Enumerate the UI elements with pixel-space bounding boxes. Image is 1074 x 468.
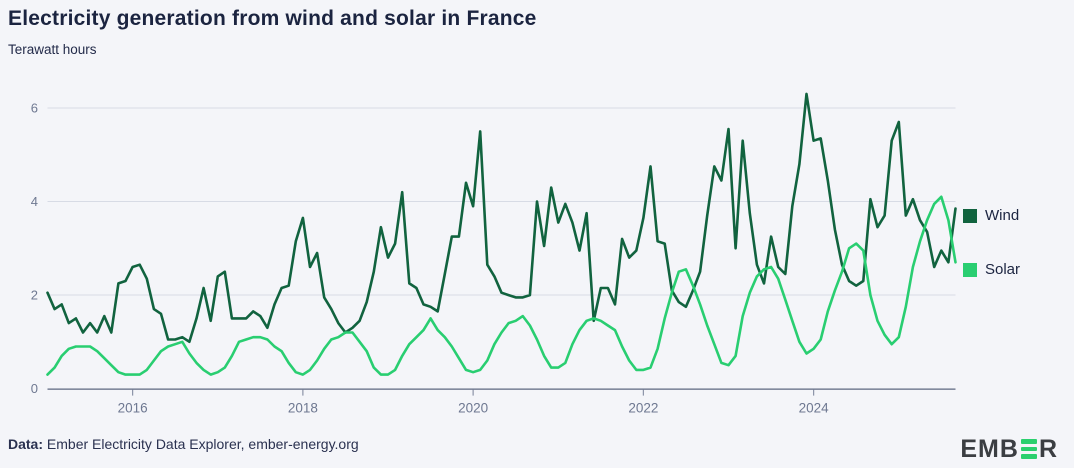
y-tick-label: 2 bbox=[31, 288, 38, 303]
data-source-prefix: Data: bbox=[8, 436, 44, 452]
x-tick-label: 2024 bbox=[799, 401, 830, 416]
y-tick-label: 6 bbox=[31, 100, 38, 115]
legend-item-solar: Solar bbox=[963, 261, 1020, 278]
x-tick-label: 2020 bbox=[458, 401, 488, 416]
ember-logo-text-right: R bbox=[1038, 434, 1058, 463]
legend-label-wind: Wind bbox=[985, 207, 1020, 224]
y-tick-label: 0 bbox=[31, 381, 38, 396]
page-title: Electricity generation from wind and sol… bbox=[8, 7, 537, 30]
ember-logo: EMB R bbox=[960, 434, 1058, 463]
solar-swatch-icon bbox=[963, 262, 977, 277]
solar-line bbox=[46, 195, 957, 376]
x-tick-label: 2016 bbox=[118, 401, 148, 416]
legend-item-wind: Wind bbox=[963, 207, 1019, 224]
data-source-text: Ember Electricity Data Explorer, ember-e… bbox=[43, 436, 359, 452]
x-tick-label: 2018 bbox=[288, 401, 318, 416]
data-source-note: Data: Ember Electricity Data Explorer, e… bbox=[8, 436, 359, 452]
y-tick-label: 4 bbox=[31, 194, 38, 209]
wind-line bbox=[46, 92, 957, 344]
ember-logo-e-bars-icon bbox=[1020, 438, 1037, 460]
ember-logo-text-left: EMB bbox=[960, 434, 1019, 463]
legend-label-solar: Solar bbox=[985, 261, 1021, 278]
wind-swatch-icon bbox=[963, 208, 977, 223]
chart-units-subtitle: Terawatt hours bbox=[8, 42, 97, 57]
x-tick-label: 2022 bbox=[628, 401, 658, 416]
